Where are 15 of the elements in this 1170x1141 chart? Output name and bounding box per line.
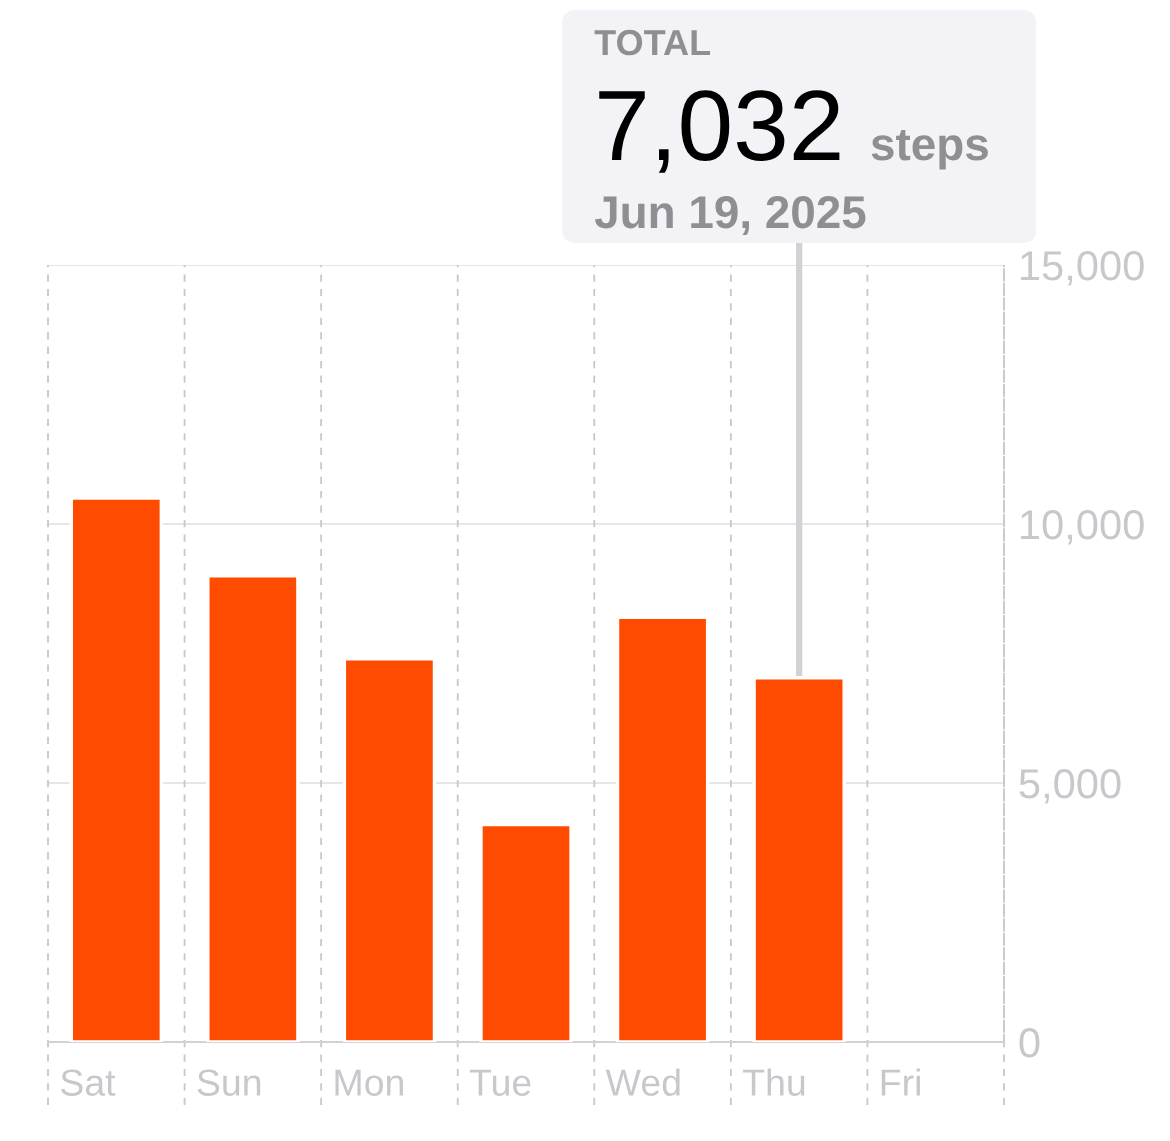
x-tick-label: Wed <box>605 1068 680 1096</box>
y-tick-label: 10,000 <box>1021 510 1144 545</box>
y-tick-label: 5,000 <box>1019 769 1121 804</box>
text: steps <box>871 130 988 170</box>
x-tick-label: Sat <box>60 1069 116 1096</box>
x-tick-label: Fri <box>881 1068 920 1096</box>
y-tick-label: 15,000 <box>1021 251 1144 286</box>
x-tick-label: Tue <box>469 1069 531 1096</box>
text: 7,032 <box>599 90 840 173</box>
y-tick-label: 0 <box>1019 1028 1040 1058</box>
x-tick-label: Mon <box>335 1069 403 1096</box>
x-tick-label: Sun <box>197 1069 261 1096</box>
text: Jun 19, 2025 <box>594 196 866 236</box>
text: TOTAL <box>594 29 711 56</box>
x-tick-label: Thu <box>742 1068 805 1096</box>
